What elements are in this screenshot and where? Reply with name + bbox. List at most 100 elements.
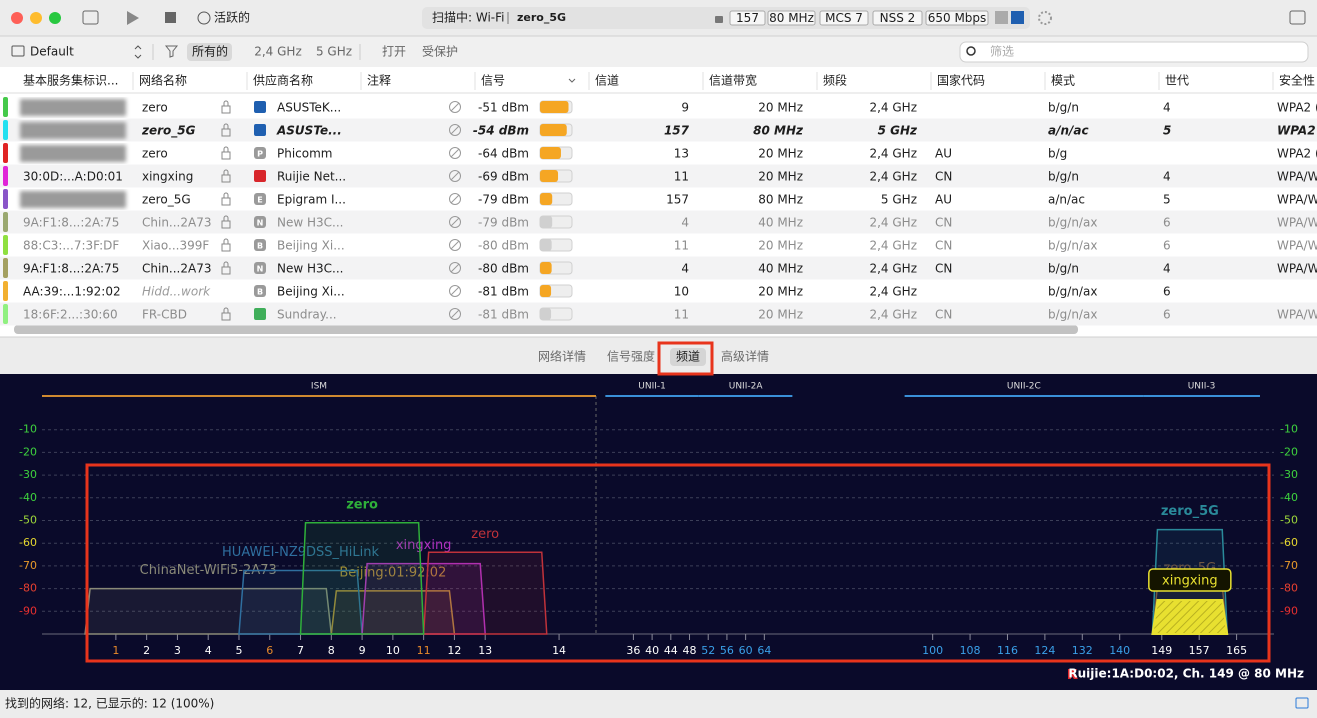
x-tick-label: 5 xyxy=(235,644,242,657)
network-channel xyxy=(424,552,547,634)
cell-generation: 6 xyxy=(1163,285,1171,299)
filter-option[interactable]: 受保护 xyxy=(422,45,458,59)
column-header[interactable]: 频段 xyxy=(823,73,847,88)
network-label: xingxing xyxy=(1162,573,1218,588)
network-channel xyxy=(1152,600,1227,634)
cell-channel: 9 xyxy=(681,101,689,115)
y-tick-label-right: -50 xyxy=(1280,514,1298,527)
x-tick-label: 1 xyxy=(112,644,119,657)
cell-width: 80 MHz xyxy=(758,193,803,207)
cell-channel: 10 xyxy=(674,285,689,299)
cell-country: CN xyxy=(935,216,952,230)
cell-vendor: ASUSTe... xyxy=(276,124,342,138)
zoom-button[interactable] xyxy=(49,12,61,24)
column-header[interactable]: 信号 xyxy=(481,74,505,88)
cell-mode: b/g/n/ax xyxy=(1048,216,1097,230)
tab[interactable]: 频道 xyxy=(676,350,700,364)
cell-security: WPA/W xyxy=(1277,308,1317,322)
band-label: UNII-1 xyxy=(638,382,666,392)
cell-signal: -79 dBm xyxy=(478,216,529,230)
column-header[interactable]: 安全性 xyxy=(1279,73,1315,88)
x-tick-label: 7 xyxy=(297,644,304,657)
column-header[interactable]: 模式 xyxy=(1051,74,1075,88)
cell-bssid: 9A:F1:8...:2A:75 xyxy=(23,262,119,276)
column-header[interactable]: 网络名称 xyxy=(139,73,187,88)
network-label: zero xyxy=(346,497,378,512)
cell-security: WPA/W xyxy=(1277,170,1317,184)
cell-name: zero xyxy=(142,147,168,161)
cell-name: zero xyxy=(142,101,168,115)
cell-band: 2,4 GHz xyxy=(869,147,917,161)
profile-select[interactable]: Default xyxy=(30,45,74,59)
cell-band: 2,4 GHz xyxy=(869,262,917,276)
cell-mode: b/g/n xyxy=(1048,262,1079,276)
cell-generation: 6 xyxy=(1163,216,1171,230)
column-header[interactable]: 世代 xyxy=(1165,74,1189,88)
filter-state[interactable]: 活跃的 xyxy=(214,10,250,25)
cell-band: 2,4 GHz xyxy=(869,308,917,322)
cell-channel: 157 xyxy=(664,124,690,138)
x-tick-label: 52 xyxy=(701,644,715,657)
cell-mode: b/g xyxy=(1048,147,1067,161)
vendor-icon xyxy=(254,308,266,320)
cell-vendor: New H3C... xyxy=(277,262,343,276)
column-header[interactable]: 信道带宽 xyxy=(709,73,757,88)
badge-text: 650 Mbps xyxy=(928,11,987,25)
cell-vendor: Ruijie Net... xyxy=(277,170,346,184)
stop-button[interactable] xyxy=(165,12,176,23)
filter-option[interactable]: 所有的 xyxy=(192,44,228,59)
redacted-bssid xyxy=(20,122,126,139)
cell-generation: 6 xyxy=(1163,308,1171,322)
y-tick-label: -50 xyxy=(19,514,37,527)
search-placeholder[interactable]: 筛选 xyxy=(990,44,1014,59)
vendor-icon-letter: B xyxy=(257,288,263,297)
cell-name: Xiao...399F xyxy=(142,239,209,253)
cell-bssid: 9A:F1:8...:2A:75 xyxy=(23,216,119,230)
row-color xyxy=(3,235,8,255)
row-color xyxy=(3,143,8,163)
scrollbar-thumb[interactable] xyxy=(14,325,1078,334)
signal-meter-fill xyxy=(540,262,552,274)
cell-vendor: Sundray... xyxy=(277,308,337,322)
tab[interactable]: 网络详情 xyxy=(538,349,586,364)
cell-name: Hidd...work xyxy=(142,285,211,299)
y-tick-label-right: -60 xyxy=(1280,536,1298,549)
tab[interactable]: 信号强度 xyxy=(607,349,655,364)
minimize-button[interactable] xyxy=(30,12,42,24)
signal-meter-fill xyxy=(540,308,551,320)
close-button[interactable] xyxy=(11,12,23,24)
column-header[interactable]: 注释 xyxy=(367,73,391,88)
y-tick-label-right: -20 xyxy=(1280,445,1298,458)
x-tick-label: 2 xyxy=(143,644,150,657)
x-tick-label: 56 xyxy=(720,644,734,657)
status-text: 找到的网络: 12, 已显示的: 12 (100%) xyxy=(5,696,214,711)
x-tick-label: 3 xyxy=(174,644,181,657)
cell-name: xingxing xyxy=(142,170,193,184)
cell-security: WPA/W xyxy=(1277,193,1317,207)
y-tick-label-right: -40 xyxy=(1280,491,1298,504)
filter-option[interactable]: 5 GHz xyxy=(316,45,352,59)
badge-text: NSS 2 xyxy=(880,11,916,25)
column-header[interactable]: 信道 xyxy=(595,74,619,88)
scan-status: 扫描中: Wi-Fi xyxy=(432,10,505,25)
cell-vendor: Phicomm xyxy=(277,147,333,161)
y-tick-label: -90 xyxy=(19,604,37,617)
band-label: UNII-3 xyxy=(1188,382,1216,392)
filter-option[interactable]: 2,4 GHz xyxy=(254,45,302,59)
cell-mode: b/g/n/ax xyxy=(1048,308,1097,322)
tab[interactable]: 高级详情 xyxy=(721,349,769,364)
y-tick-label: -10 xyxy=(19,423,37,436)
cell-width: 20 MHz xyxy=(758,239,803,253)
redacted-bssid xyxy=(20,145,126,162)
signal-meter-fill xyxy=(540,147,561,159)
cell-security: WPA/W xyxy=(1277,262,1317,276)
signal-meter-fill xyxy=(540,193,552,205)
cell-mode: b/g/n xyxy=(1048,101,1079,115)
x-tick-label: 48 xyxy=(683,644,697,657)
column-header[interactable]: 国家代码 xyxy=(937,73,985,88)
filter-option[interactable]: 打开 xyxy=(382,45,406,59)
network-channel xyxy=(301,523,424,634)
column-header[interactable]: 供应商名称 xyxy=(253,73,313,88)
column-header[interactable]: 基本服务集标识... xyxy=(23,73,118,88)
